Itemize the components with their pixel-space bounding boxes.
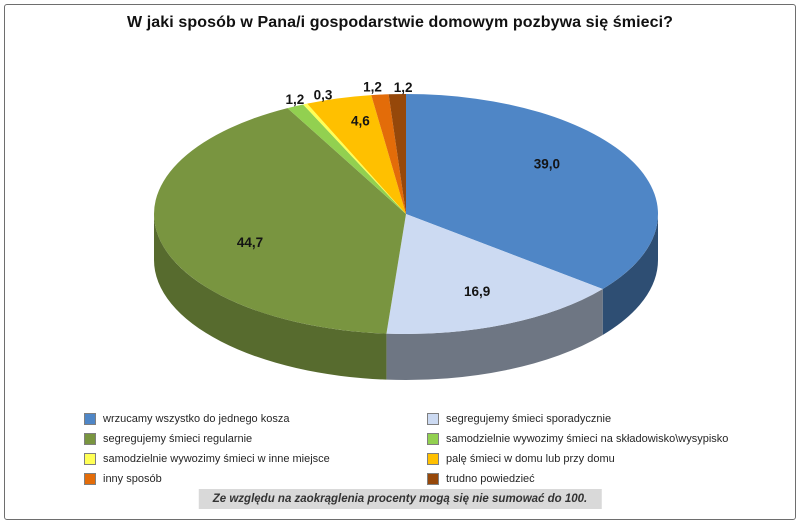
pie-slice-1 — [386, 214, 603, 334]
pie-value-label-2: 44,7 — [237, 235, 263, 250]
legend-swatch — [84, 473, 96, 485]
legend-item: palę śmieci w domu lub przy domu — [427, 449, 728, 469]
pie-value-label-0: 39,0 — [534, 156, 560, 171]
legend-swatch — [84, 433, 96, 445]
pie-value-label-3: 1,2 — [285, 92, 304, 107]
legend-label: inny sposób — [103, 473, 162, 485]
legend-column-right: segregujemy śmieci sporadycznie samodziel… — [427, 409, 728, 489]
legend-label: segregujemy śmieci sporadycznie — [446, 413, 612, 425]
legend-label: wrzucamy wszystko do jednego kosza — [103, 413, 290, 425]
pie-slice-5 — [307, 95, 406, 214]
pie-slice-4 — [303, 103, 406, 214]
legend-item: segregujemy śmieci regularnie — [84, 429, 330, 449]
pie-value-label-4: 0,3 — [314, 87, 333, 102]
pie-slice-side-1 — [386, 289, 603, 381]
legend-swatch — [427, 473, 439, 485]
pie-value-label-7: 1,2 — [394, 80, 413, 95]
chart-title: W jaki sposób w Pana/i gospodarstwie dom… — [126, 14, 674, 31]
legend-label: samodzielnie wywozimy śmieci w inne miej… — [103, 453, 330, 465]
pie-slice-side-2 — [154, 214, 387, 380]
pie-value-label-5: 4,6 — [351, 113, 370, 128]
legend-item: trudno powiedzieć — [427, 469, 728, 489]
legend-item: wrzucamy wszystko do jednego kosza — [84, 409, 330, 429]
legend-swatch — [427, 453, 439, 465]
legend-swatch — [84, 453, 96, 465]
legend-swatch — [84, 413, 96, 425]
pie-value-label-6: 1,2 — [363, 80, 382, 95]
legend-label: segregujemy śmieci regularnie — [103, 433, 253, 445]
pie-slice-2 — [153, 108, 406, 334]
legend-item: segregujemy śmieci sporadycznie — [427, 409, 728, 429]
legend-item: samodzielnie wywozimy śmieci na składowi… — [427, 429, 728, 449]
legend-label: samodzielnie wywozimy śmieci na składowi… — [446, 433, 729, 445]
pie-value-label-1: 16,9 — [464, 284, 490, 299]
pie-slice-0 — [406, 94, 658, 290]
pie-slice-side-0 — [602, 214, 658, 336]
legend-swatch — [427, 433, 439, 445]
legend-swatch — [427, 413, 439, 425]
legend-label: palę śmieci w domu lub przy domu — [446, 453, 615, 465]
pie-slice-3 — [287, 104, 406, 214]
pie-slice-6 — [371, 94, 406, 214]
footnote: Ze względu na zaokrąglenia procenty mogą… — [198, 489, 602, 509]
pie-slice-7 — [388, 94, 406, 214]
legend-label: trudno powiedzieć — [446, 473, 535, 485]
legend-item: inny sposób — [84, 469, 330, 489]
legend-item: samodzielnie wywozimy śmieci w inne miej… — [84, 449, 330, 469]
legend-column-left: wrzucamy wszystko do jednego kosza segreg… — [84, 409, 330, 489]
